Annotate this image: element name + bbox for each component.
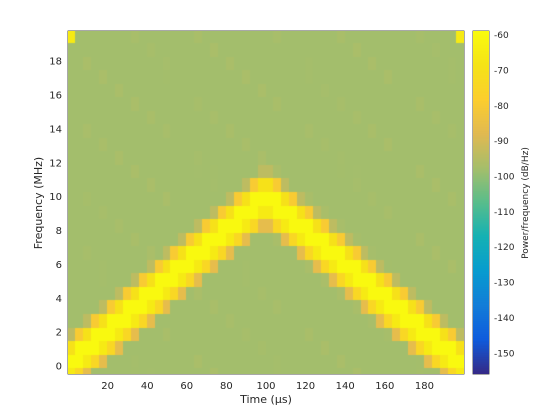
- x-tick-label: 120: [296, 381, 315, 392]
- y-tick-label: 12: [49, 158, 62, 169]
- x-tick-label: 60: [180, 381, 193, 392]
- y-tick-label: 4: [56, 294, 62, 305]
- y-tick-label: 16: [49, 91, 62, 102]
- y-tick-label: 0: [56, 362, 62, 373]
- y-tick-label: 18: [49, 57, 62, 68]
- x-tick-label: 140: [336, 381, 355, 392]
- colorbar-tick-label: -70: [494, 66, 509, 76]
- spectrogram-image: [68, 31, 464, 374]
- colorbar-label: Power/frequency (dB/Hz): [521, 147, 531, 259]
- colorbar-tick-label: -80: [494, 102, 509, 112]
- x-tick-label: 40: [141, 381, 154, 392]
- colorbar-gradient: [473, 31, 489, 374]
- x-tick-label: 160: [375, 381, 394, 392]
- y-tick-label: 6: [56, 260, 62, 271]
- y-tick-label: 2: [56, 328, 62, 339]
- y-tick-label: 8: [56, 226, 62, 237]
- x-tick-label: 180: [415, 381, 434, 392]
- x-tick-label: 20: [101, 381, 114, 392]
- colorbar-tick-label: -100: [494, 172, 515, 182]
- x-axis-label: Time (μs): [239, 393, 292, 406]
- colorbar-tick-label: -90: [494, 137, 509, 147]
- colorbar-ticks: -60 -70 -80 -90 -100 -110 -120 -130 -140 -150: [486, 31, 515, 359]
- y-tick-label: 10: [49, 192, 62, 203]
- y-tick-label: 14: [49, 124, 62, 135]
- x-tick-label: 80: [220, 381, 233, 392]
- y-axis-label: Frequency (MHz): [32, 157, 45, 249]
- colorbar-tick-label: -120: [494, 243, 515, 253]
- colorbar-tick-label: -150: [494, 349, 515, 359]
- x-tick-label: 100: [256, 381, 275, 392]
- colorbar-tick-label: -110: [494, 208, 515, 218]
- colorbar-tick-label: -140: [494, 314, 515, 324]
- colorbar-tick-label: -60: [494, 31, 509, 41]
- colorbar-tick-label: -130: [494, 279, 515, 289]
